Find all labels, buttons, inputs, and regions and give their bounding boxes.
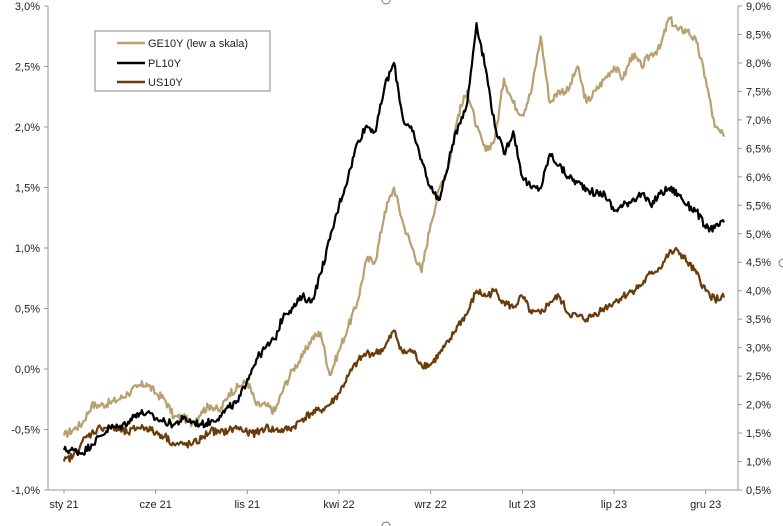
left-tick-label: 0,5% xyxy=(15,304,40,316)
right-tick-label: 3,5% xyxy=(746,314,771,326)
right-tick-label: 2,0% xyxy=(746,400,771,412)
right-tick-label: 5,0% xyxy=(746,229,771,241)
right-tick-label: 2,5% xyxy=(746,371,771,383)
right-tick-label: 9,0% xyxy=(746,1,771,13)
right-tick-label: 7,0% xyxy=(746,115,771,127)
bottom-handle xyxy=(381,521,391,526)
left-tick-label: -1,0% xyxy=(11,485,40,497)
legend: GE10Y (lew a skala) PL10Y US10Y xyxy=(94,30,271,92)
right-tick-label: 1,5% xyxy=(746,428,771,440)
x-tick-label: cze 21 xyxy=(139,499,171,511)
right-tick-label: 6,5% xyxy=(746,143,771,155)
x-tick-label: lip 23 xyxy=(601,499,627,511)
right-tick-label: 5,5% xyxy=(746,200,771,212)
x-tick-label: lis 21 xyxy=(234,499,260,511)
chart-corner-handles xyxy=(381,0,783,526)
x-tick-label: lut 23 xyxy=(509,499,536,511)
left-tick-label: 1,5% xyxy=(15,183,40,195)
x-tick-label: gru 23 xyxy=(690,499,721,511)
legend-label-pl10y: PL10Y xyxy=(148,58,182,70)
series-line-us10y xyxy=(62,246,726,463)
left-tick-label: 3,0% xyxy=(15,1,40,13)
left-axis-ticks: -1,0% -0,5% 0,0% 0,5% 1,0% 1,5% 2,0% 2,5% 3,0% xyxy=(11,1,48,497)
left-tick-label: 0,0% xyxy=(15,364,40,376)
right-tick-label: 4,5% xyxy=(746,257,771,269)
right-tick-label: 6,0% xyxy=(746,172,771,184)
top-handle xyxy=(381,0,391,5)
left-tick-label: 2,0% xyxy=(15,122,40,134)
right-axis-ticks: 0,5% 1,0% 1,5% 2,0% 2,5% 3,0% 3,5% 4,0% 4,5% 5,0%… xyxy=(738,1,771,497)
left-tick-label: 2,5% xyxy=(15,62,40,74)
right-tick-label: 1,0% xyxy=(746,457,771,469)
right-tick-label: 0,5% xyxy=(746,485,771,497)
series-line-ge10y xyxy=(62,16,726,438)
x-tick-label: kwi 22 xyxy=(323,499,354,511)
series-line-pl10y xyxy=(62,22,725,457)
right-tick-label: 3,0% xyxy=(746,343,771,355)
right-handle xyxy=(778,258,783,268)
right-tick-label: 8,5% xyxy=(746,29,771,41)
series-layer xyxy=(62,16,726,463)
legend-label-ge10y: GE10Y (lew a skala) xyxy=(148,38,248,50)
right-tick-label: 7,5% xyxy=(746,86,771,98)
x-tick-label: sty 21 xyxy=(49,499,78,511)
left-tick-label: -0,5% xyxy=(11,425,40,437)
legend-label-us10y: US10Y xyxy=(148,77,184,89)
x-tick-label: wrz 22 xyxy=(413,499,446,511)
right-tick-label: 4,0% xyxy=(746,286,771,298)
x-axis-ticks: sty 21 cze 21 lis 21 kwi 22 wrz 22 lut 23 lip … xyxy=(49,490,721,511)
right-tick-label: 8,0% xyxy=(746,58,771,70)
left-tick-label: 1,0% xyxy=(15,243,40,255)
